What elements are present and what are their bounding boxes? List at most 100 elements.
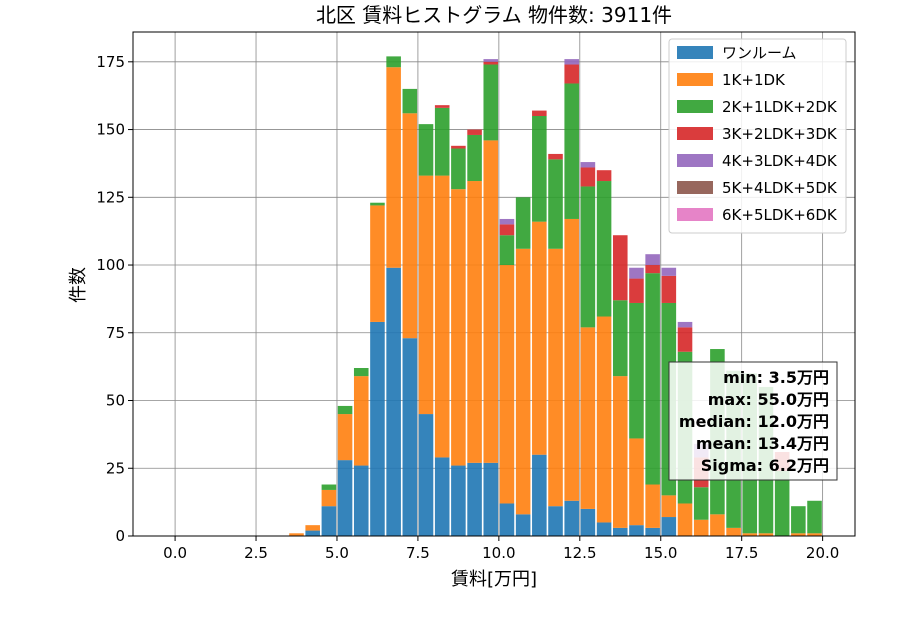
x-tick-label: 15.0 (644, 544, 677, 562)
bar-segment-2 (353, 368, 369, 377)
bar-segment-3 (483, 61, 499, 65)
y-tick-label: 150 (96, 121, 125, 139)
x-tick-label: 10.0 (482, 544, 515, 562)
bar-segment-2 (402, 88, 418, 114)
bar-segment-2 (580, 186, 596, 328)
bar-segment-2 (629, 302, 644, 439)
bar-segment-4 (677, 321, 693, 328)
bar-segment-1 (305, 525, 320, 531)
bar-segment-0 (337, 460, 353, 536)
bar-segment-2 (532, 116, 547, 222)
bar-segment-0 (353, 465, 369, 536)
bar-segment-2 (807, 500, 822, 534)
bar-segment-3 (580, 167, 596, 187)
bar-segment-1 (612, 376, 628, 528)
legend-swatch (677, 46, 713, 59)
bar-segment-3 (645, 265, 660, 274)
bar-segment-3 (467, 129, 482, 135)
legend-swatch (677, 100, 713, 113)
bar-segment-2 (418, 124, 434, 176)
bar-segment-1 (386, 67, 401, 268)
bar-segment-1 (758, 533, 774, 536)
bar-segment-2 (370, 202, 385, 206)
bar-segment-1 (418, 175, 434, 415)
legend-box (668, 38, 847, 234)
bar-segment-1 (564, 218, 579, 501)
bar-segment-0 (483, 462, 499, 536)
bar-segment-3 (629, 278, 644, 303)
bar-segment-3 (532, 110, 547, 116)
bar-segment-1 (726, 527, 741, 536)
bar-segment-1 (807, 533, 822, 536)
bar-segment-0 (661, 517, 677, 536)
bar-segment-0 (515, 514, 531, 536)
bar-segment-2 (612, 300, 628, 377)
bar-segment-4 (645, 254, 660, 266)
bar-segment-2 (596, 181, 612, 317)
bar-segment-2 (774, 470, 790, 536)
bar-segment-3 (548, 153, 563, 160)
bar-segment-0 (434, 457, 450, 536)
bar-segment-0 (370, 321, 385, 536)
legend-swatch (677, 181, 713, 194)
y-tick-label: 75 (106, 324, 125, 342)
x-tick-label: 7.5 (406, 544, 430, 562)
bar-segment-2 (386, 56, 401, 68)
bar-segment-1 (370, 205, 385, 322)
bar-segment-2 (791, 506, 806, 534)
bar-segment-1 (499, 265, 515, 504)
bar-segment-0 (548, 506, 563, 536)
x-tick-label: 0.0 (163, 544, 187, 562)
bar-segment-1 (451, 189, 466, 466)
bar-segment-4 (564, 59, 579, 65)
bar-segment-2 (337, 405, 353, 415)
y-tick-label: 0 (115, 527, 125, 545)
bar-segment-2 (467, 134, 482, 182)
bar-segment-1 (629, 438, 644, 526)
bar-segment-2 (645, 273, 660, 485)
legend-label: 4K+3LDK+4DK (722, 152, 838, 170)
plot-frame (132, 31, 856, 537)
bar-segment-2 (321, 484, 337, 490)
bar-segment-3 (499, 224, 515, 236)
bar-segment-2 (693, 487, 709, 520)
legend-swatch (677, 127, 713, 140)
bar-segment-1 (483, 140, 499, 463)
bar-segment-1 (693, 519, 709, 536)
bar-segment-1 (467, 181, 482, 463)
stats-box-frame (668, 361, 838, 481)
bar-segment-1 (353, 376, 369, 466)
y-tick-label: 175 (96, 53, 125, 71)
legend-label: 1K+1DK (722, 71, 786, 89)
bar-segment-0 (645, 527, 660, 536)
bar-segment-3 (596, 170, 612, 182)
bar-segment-1 (289, 533, 304, 536)
bar-segment-1 (402, 113, 418, 339)
bar-segment-4 (661, 267, 677, 276)
stats-median: median: 12.0万円 (679, 412, 829, 431)
bar-segment-0 (580, 508, 596, 536)
bar-segment-1 (515, 248, 531, 515)
bar-segment-4 (580, 162, 596, 168)
bar-segment-3 (661, 275, 677, 303)
chart-title: 北区 賃料ヒストグラム 物件数: 3911件 (316, 3, 672, 27)
bar-segment-1 (596, 316, 612, 523)
bar-segment-1 (677, 503, 693, 536)
bar-segment-0 (402, 338, 418, 536)
bar-segment-0 (467, 462, 482, 536)
x-tick-label: 17.5 (725, 544, 758, 562)
bar-segment-1 (321, 489, 337, 507)
bar-segment-0 (321, 506, 337, 536)
bar-segment-0 (532, 454, 547, 536)
x-tick-label: 12.5 (563, 544, 596, 562)
y-tick-label: 125 (96, 188, 125, 206)
bar-segment-4 (499, 218, 515, 225)
bar-segment-2 (564, 83, 579, 219)
x-tick-label: 5.0 (325, 544, 349, 562)
bar-segment-1 (742, 533, 758, 536)
legend-swatch (677, 73, 713, 86)
legend-label: 6K+5LDK+6DK (722, 206, 838, 224)
bar-segment-4 (483, 59, 499, 62)
legend: ワンルーム 1K+1DK 2K+1LDK+2DK 3K+2LDK+3DK 4K+3LDK… (668, 38, 847, 234)
